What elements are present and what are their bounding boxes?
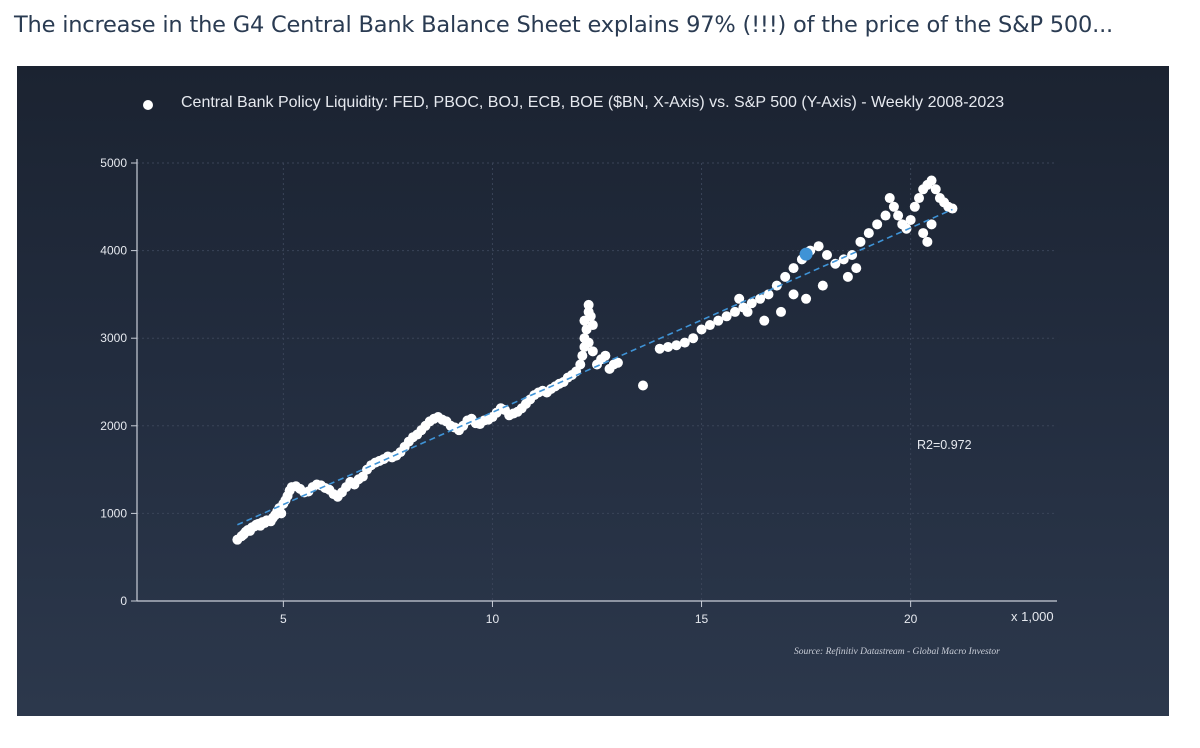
y-tick-label: 2000 xyxy=(100,419,127,433)
scatter-point xyxy=(730,306,740,317)
scatter-point xyxy=(704,320,715,331)
scatter-point xyxy=(926,219,937,230)
scatter-point xyxy=(583,337,594,348)
legend-label: Central Bank Policy Liquidity: FED, PBOC… xyxy=(181,94,1005,111)
scatter-point xyxy=(713,315,724,326)
scatter-point xyxy=(817,280,828,291)
scatter-point xyxy=(763,289,774,300)
scatter-point xyxy=(930,184,941,195)
scatter-point xyxy=(822,249,832,260)
scatter-point xyxy=(746,298,757,309)
chart-points xyxy=(232,175,958,545)
scatter-point xyxy=(926,175,937,186)
y-tick-label: 0 xyxy=(120,594,127,608)
x-axis-multiplier: x 1,000 xyxy=(1011,609,1054,624)
scatter-point xyxy=(884,193,895,204)
scatter-point xyxy=(842,271,853,282)
y-tick-label: 3000 xyxy=(100,331,127,345)
scatter-point xyxy=(872,219,883,230)
scatter-point xyxy=(759,315,770,326)
scatter-point xyxy=(909,201,920,212)
scatter-point xyxy=(901,223,912,234)
post-caption: The increase in the G4 Central Bank Bala… xyxy=(14,12,1113,38)
chart-trendline xyxy=(237,208,953,526)
scatter-point xyxy=(688,333,699,344)
chart-highlight xyxy=(799,247,813,261)
scatter-point xyxy=(612,357,623,368)
scatter-point xyxy=(893,210,904,221)
scatter-point xyxy=(742,306,753,317)
scatter-point xyxy=(276,508,287,519)
source-note: Source: Refinitiv Datastream - Global Ma… xyxy=(794,647,1000,657)
x-tick-label: 10 xyxy=(486,612,500,626)
scatter-point xyxy=(638,380,648,391)
scatter-point xyxy=(830,258,841,269)
scatter-point xyxy=(587,346,598,357)
y-tick-label: 5000 xyxy=(100,156,127,170)
scatter-point xyxy=(734,293,745,304)
scatter-point xyxy=(813,241,824,252)
scatter-point xyxy=(914,193,924,204)
scatter-point xyxy=(801,293,812,304)
scatter-point xyxy=(755,293,766,304)
chart-axes: 0 1000 2000 3000 4000 5000 5 10 15 20 xyxy=(100,156,1057,626)
r-squared-annotation: R2=0.972 xyxy=(917,438,972,452)
chart-grid xyxy=(137,162,1057,601)
scatter-point xyxy=(918,228,929,239)
scatter-point xyxy=(780,271,791,282)
scatter-point xyxy=(888,201,899,212)
y-tick-label: 4000 xyxy=(100,244,127,258)
chart-plot-area: 0 1000 2000 3000 4000 5000 5 10 15 20 xyxy=(100,156,1057,626)
x-tick-label: 15 xyxy=(695,612,709,626)
scatter-chart: 0 1000 2000 3000 4000 5000 5 10 15 20 Central Ban… xyxy=(17,66,1169,716)
scatter-point xyxy=(947,203,958,214)
scatter-point xyxy=(654,343,665,354)
scatter-point xyxy=(788,289,799,300)
x-tick-label: 20 xyxy=(904,612,918,626)
y-tick-label: 1000 xyxy=(100,506,127,520)
highlight-point xyxy=(799,247,813,261)
scatter-point xyxy=(575,359,586,370)
scatter-point xyxy=(696,324,707,335)
scatter-point xyxy=(587,320,598,331)
x-tick-label: 5 xyxy=(280,612,287,626)
scatter-point xyxy=(855,236,866,247)
scatter-point xyxy=(671,340,682,351)
scatter-point xyxy=(663,341,674,352)
scatter-point xyxy=(776,306,786,317)
scatter-point xyxy=(583,299,594,310)
scatter-point xyxy=(788,263,799,274)
scatter-point xyxy=(863,228,874,239)
scatter-point xyxy=(771,280,782,291)
scatter-point xyxy=(880,210,891,221)
scatter-point xyxy=(851,263,862,274)
scatter-point xyxy=(679,337,690,348)
scatter-point xyxy=(577,350,588,361)
scatter-point xyxy=(600,350,611,361)
trendline xyxy=(237,208,953,526)
scatter-point xyxy=(721,311,732,322)
scatter-point xyxy=(922,236,933,247)
legend-marker-dot xyxy=(143,100,153,110)
scatter-point xyxy=(905,214,916,225)
scatter-point xyxy=(585,311,596,322)
